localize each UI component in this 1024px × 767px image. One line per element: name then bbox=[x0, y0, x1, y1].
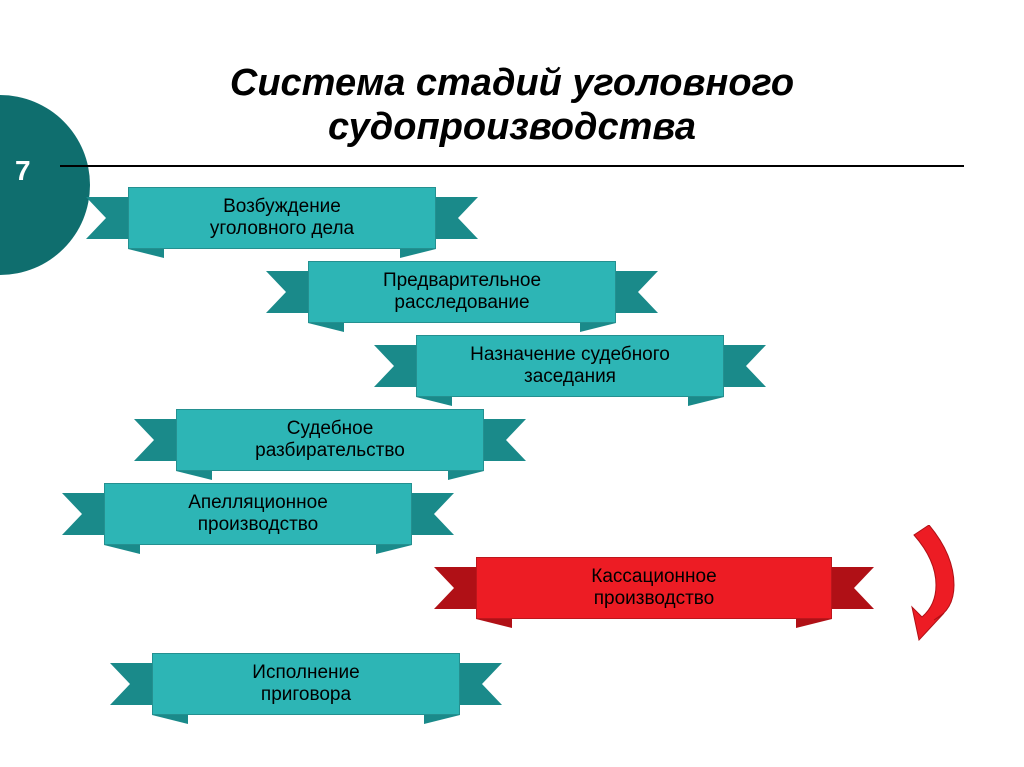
banner-body: Возбуждениеуголовного дела bbox=[128, 187, 436, 249]
stage-label: Кассационноепроизводство bbox=[591, 566, 716, 610]
banner-body: Предварительноерасследование bbox=[308, 261, 616, 323]
curved-arrow-icon bbox=[884, 525, 974, 645]
page-title: Система стадий уголовного судопроизводст… bbox=[0, 62, 1024, 149]
title-underline bbox=[60, 165, 964, 167]
scroll-right bbox=[580, 323, 616, 332]
banner-shape: Предварительноерасследование bbox=[266, 261, 658, 323]
banner-shape: Судебноеразбирательство bbox=[134, 409, 526, 471]
page-number: 7 bbox=[15, 155, 31, 187]
scroll-right bbox=[688, 397, 724, 406]
stage-banner-2: Предварительноерасследование bbox=[266, 261, 658, 323]
banner-shape: Исполнениеприговора bbox=[110, 653, 502, 715]
stage-banner-1: Возбуждениеуголовного дела bbox=[86, 187, 478, 249]
stage-label: Исполнениеприговора bbox=[252, 662, 359, 706]
banner-shape: Апелляционноепроизводство bbox=[62, 483, 454, 545]
stage-label: Предварительноерасследование bbox=[383, 270, 541, 314]
scroll-left bbox=[152, 715, 188, 724]
scroll-right bbox=[448, 471, 484, 480]
banner-body: Исполнениеприговора bbox=[152, 653, 460, 715]
banner-shape: Возбуждениеуголовного дела bbox=[86, 187, 478, 249]
scroll-left bbox=[308, 323, 344, 332]
scroll-right bbox=[400, 249, 436, 258]
stage-label: Возбуждениеуголовного дела bbox=[210, 196, 354, 240]
banner-body: Кассационноепроизводство bbox=[476, 557, 832, 619]
banner-body: Апелляционноепроизводство bbox=[104, 483, 412, 545]
scroll-left bbox=[476, 619, 512, 628]
scroll-right bbox=[424, 715, 460, 724]
stage-banner-3: Назначение судебногозаседания bbox=[374, 335, 766, 397]
stage-banner-6: Кассационноепроизводство bbox=[434, 557, 874, 619]
banner-shape: Кассационноепроизводство bbox=[434, 557, 874, 619]
scroll-right bbox=[796, 619, 832, 628]
title-line2: судопроизводства bbox=[328, 106, 696, 148]
scroll-right bbox=[376, 545, 412, 554]
banner-body: Назначение судебногозаседания bbox=[416, 335, 724, 397]
banner-body: Судебноеразбирательство bbox=[176, 409, 484, 471]
stage-label: Апелляционноепроизводство bbox=[188, 492, 328, 536]
stage-label: Судебноеразбирательство bbox=[255, 418, 405, 462]
scroll-left bbox=[416, 397, 452, 406]
title-line1: Система стадий уголовного bbox=[230, 62, 794, 104]
scroll-left bbox=[104, 545, 140, 554]
scroll-left bbox=[128, 249, 164, 258]
stage-banner-5: Апелляционноепроизводство bbox=[62, 483, 454, 545]
banner-shape: Назначение судебногозаседания bbox=[374, 335, 766, 397]
scroll-left bbox=[176, 471, 212, 480]
stage-banner-7: Исполнениеприговора bbox=[110, 653, 502, 715]
stage-banner-4: Судебноеразбирательство bbox=[134, 409, 526, 471]
stage-label: Назначение судебногозаседания bbox=[470, 344, 670, 388]
